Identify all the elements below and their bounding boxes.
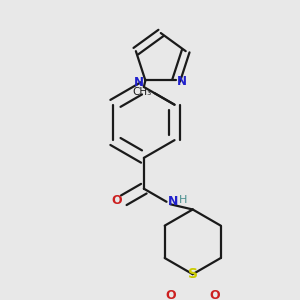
Text: O: O xyxy=(112,194,122,207)
Text: N: N xyxy=(134,76,144,89)
Text: O: O xyxy=(166,289,176,300)
Text: CH₃: CH₃ xyxy=(132,87,152,97)
Text: S: S xyxy=(188,267,198,281)
Text: N: N xyxy=(177,76,187,88)
Text: H: H xyxy=(179,195,187,205)
Text: O: O xyxy=(209,289,220,300)
Text: N: N xyxy=(168,195,178,208)
